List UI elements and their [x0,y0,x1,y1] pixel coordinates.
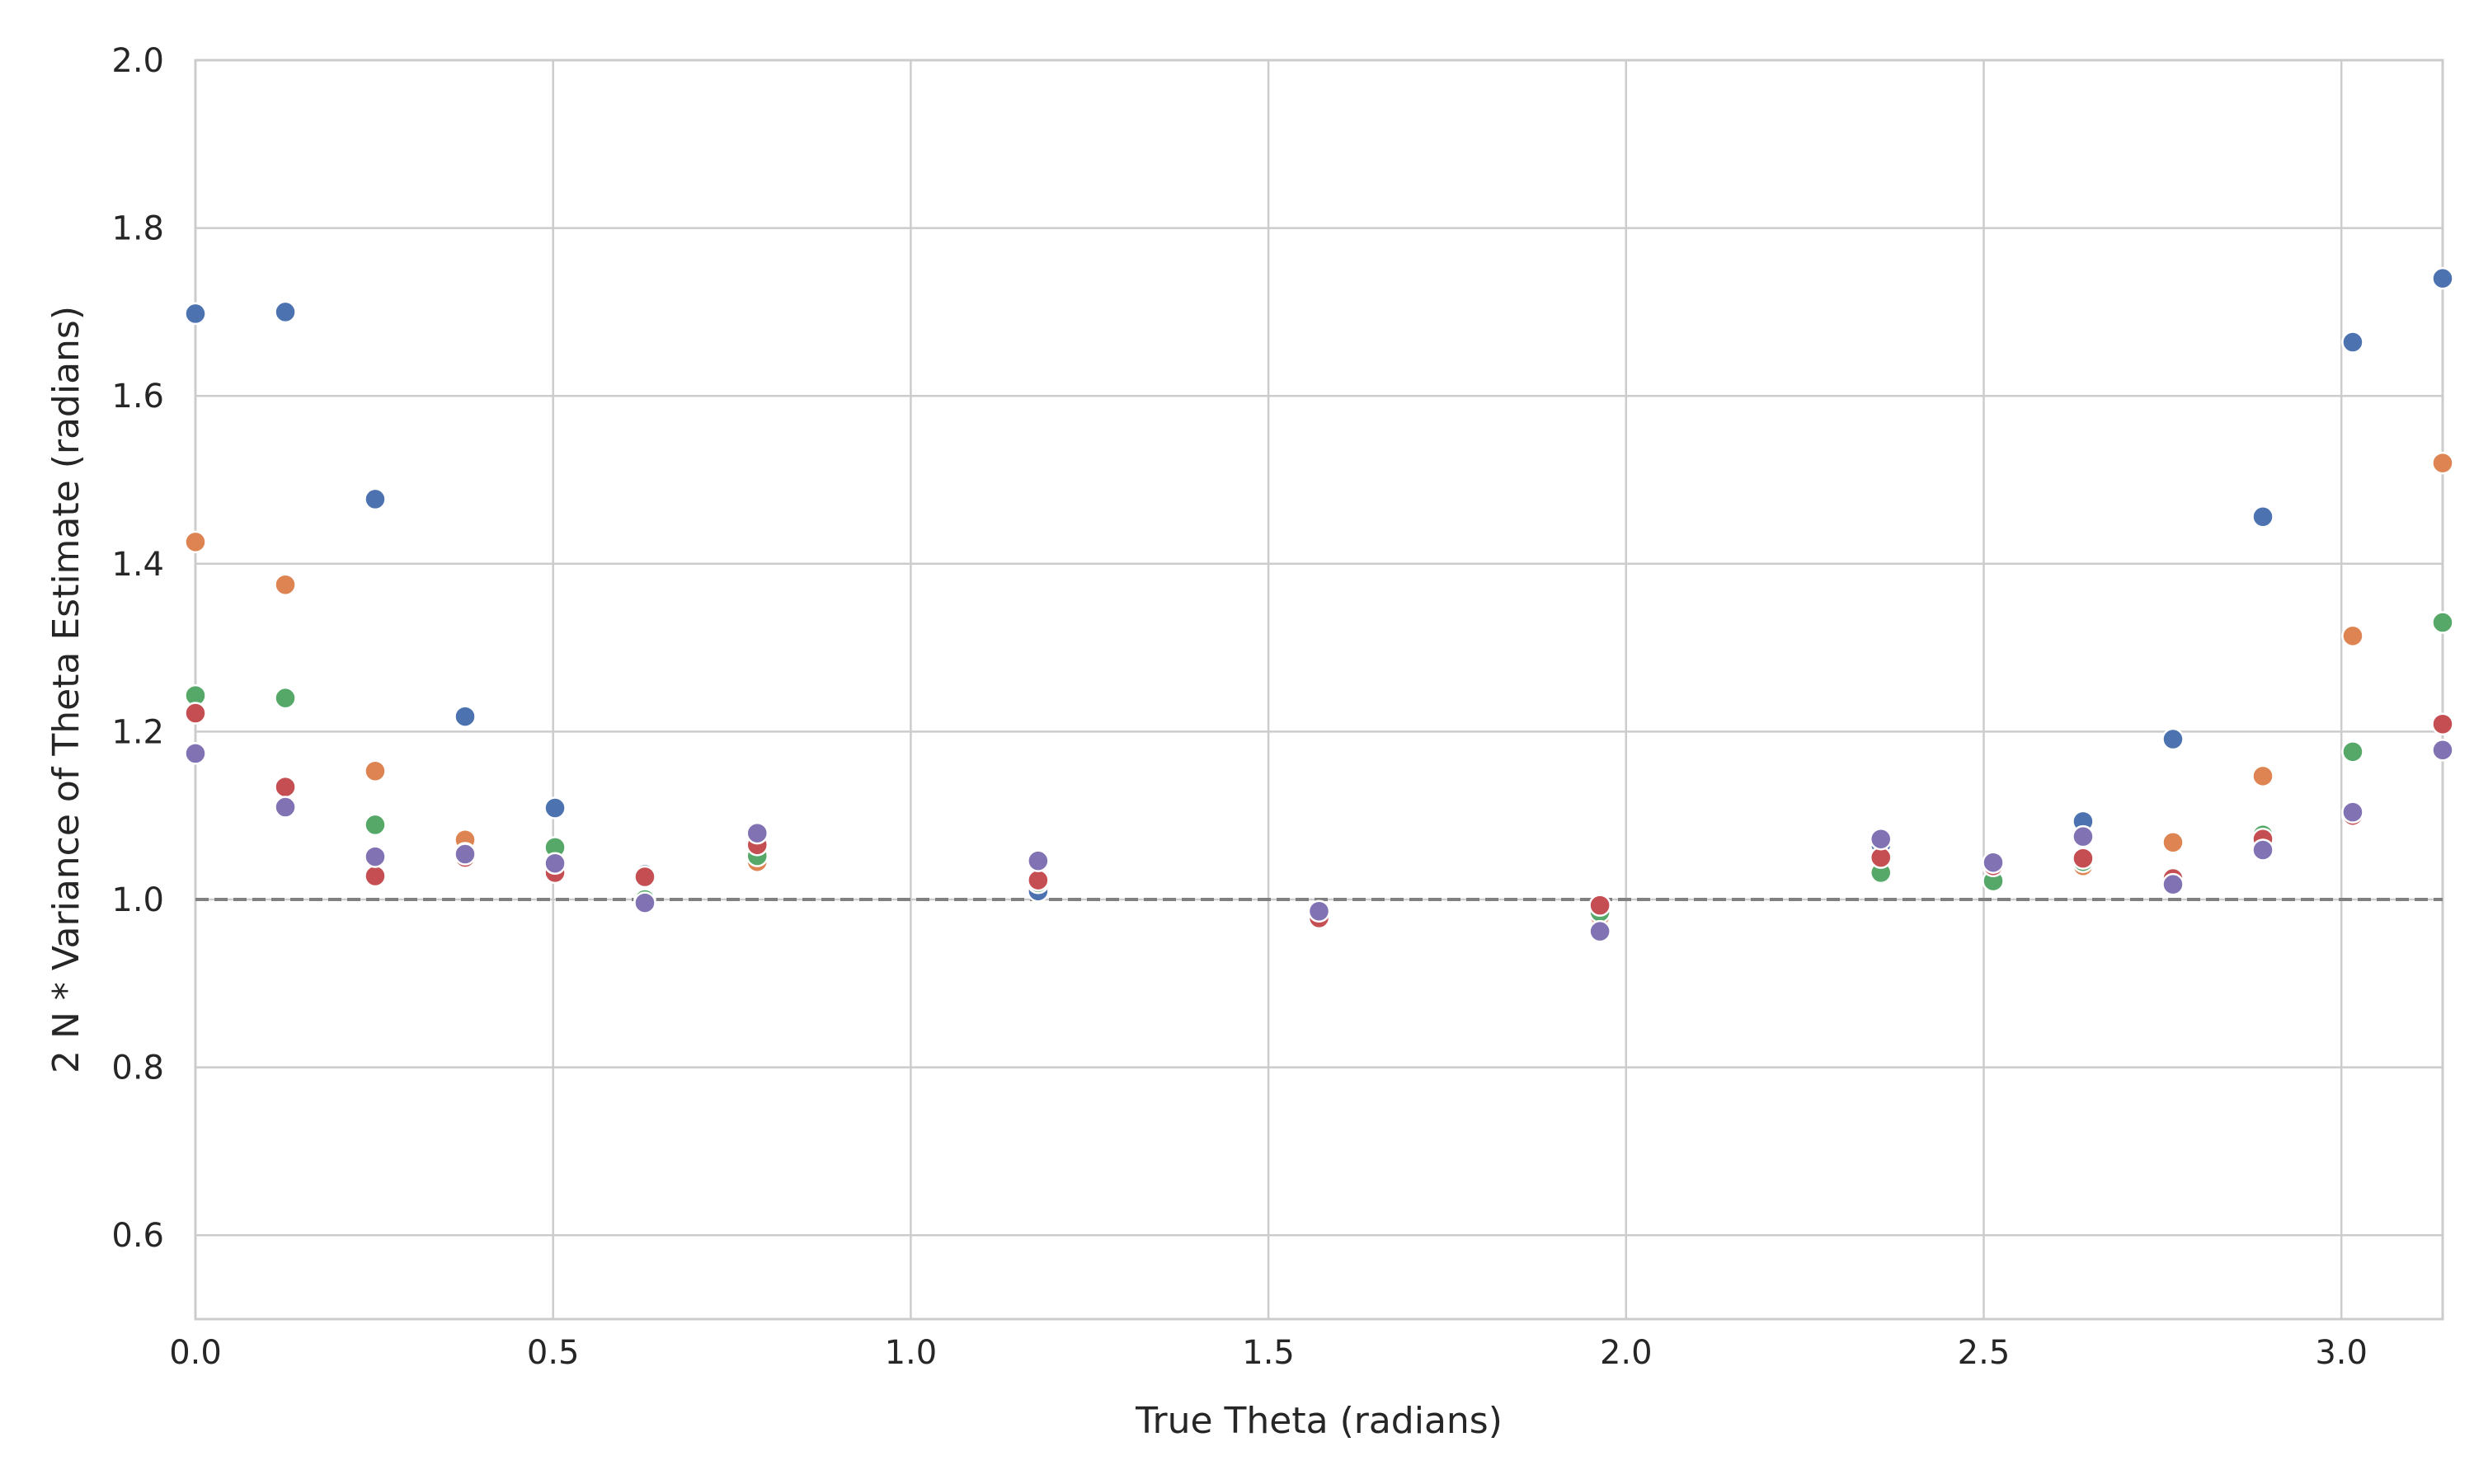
data-point [274,300,297,324]
data-point [2431,611,2454,634]
data-point [543,796,567,819]
data-point [274,796,297,819]
y-tick-labels: 0.6 0.8 1.0 1.2 1.4 1.6 1.8 2.0 [111,42,164,1255]
x-tick-label: 3.0 [2315,1334,2368,1372]
y-tick-label: 1.0 [111,881,164,919]
x-axis-label: True Theta (radians) [1135,1400,1503,1442]
data-points [184,266,2454,943]
data-point [274,686,297,710]
data-point [2072,824,2095,848]
x-tick-label: 1.0 [885,1334,938,1372]
data-point [2341,740,2364,763]
data-point [454,705,477,728]
y-tick-label: 1.4 [111,546,164,584]
data-point [543,852,567,875]
data-point [2161,831,2185,854]
y-tick-label: 0.6 [111,1217,164,1255]
y-tick-label: 0.8 [111,1050,164,1087]
data-point [2431,712,2454,735]
y-tick-label: 1.6 [111,378,164,416]
y-axis-label: 2 N * Variance of Theta Estimate (radian… [45,306,87,1073]
data-point [2341,624,2364,648]
data-point [1870,827,1893,851]
data-point [1307,899,1331,923]
data-point [184,742,207,765]
data-point [633,891,656,914]
data-point [2341,801,2364,824]
data-point [184,702,207,725]
data-point [2161,872,2185,896]
data-point [2431,266,2454,290]
data-point [364,864,387,888]
x-tick-label: 0.5 [527,1334,580,1372]
data-point [364,845,387,868]
data-point [1588,894,1611,917]
data-point [2251,838,2274,862]
data-point [274,573,297,596]
data-point [184,302,207,326]
x-tick-labels: 0.0 0.5 1.0 1.5 2.0 2.5 3.0 [169,1334,2368,1372]
data-point [1027,868,1050,892]
data-point [364,759,387,782]
data-point [2161,727,2185,751]
x-tick-label: 2.0 [1600,1334,1653,1372]
data-point [745,821,769,845]
y-tick-label: 1.2 [111,713,164,751]
data-point [184,530,207,554]
data-point [1588,919,1611,943]
data-point [2341,331,2364,354]
data-point [274,775,297,799]
x-tick-label: 0.0 [169,1334,222,1372]
x-tick-label: 2.5 [1958,1334,2011,1372]
data-point [1982,851,2005,874]
y-tick-label: 2.0 [111,42,164,80]
series-5 [184,739,2454,943]
data-point [2072,847,2095,870]
data-point [2251,764,2274,788]
data-point [633,865,656,889]
data-point [2431,739,2454,762]
data-point [1027,849,1050,872]
data-point [364,487,387,511]
data-point [2431,451,2454,475]
y-tick-label: 1.8 [111,210,164,248]
data-point [2251,505,2274,528]
data-point [364,813,387,837]
x-tick-label: 1.5 [1242,1334,1295,1372]
data-point [454,843,477,866]
grid-lines [194,59,2443,1319]
